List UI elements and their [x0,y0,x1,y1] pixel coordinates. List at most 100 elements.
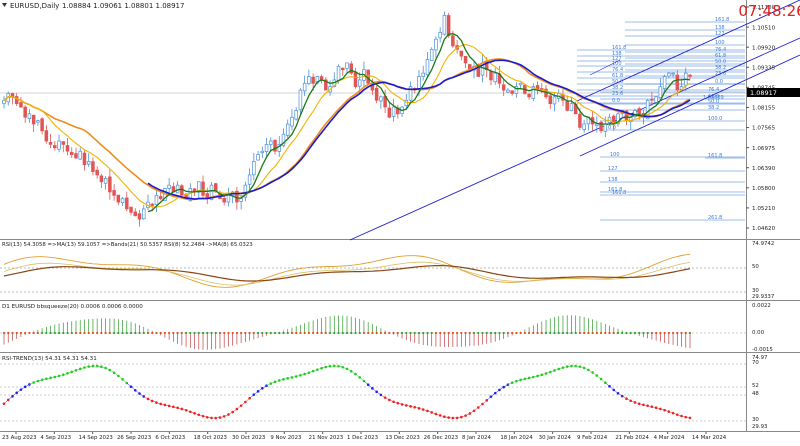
candle[interactable] [324,77,327,90]
candle[interactable] [600,120,603,133]
candle[interactable] [138,210,141,227]
candle[interactable] [202,176,205,199]
candle[interactable] [58,134,61,152]
candle[interactable] [113,184,116,201]
candle[interactable] [108,169,111,200]
candle[interactable] [422,66,425,81]
candle[interactable] [502,79,505,96]
candle[interactable] [79,147,82,160]
candle[interactable] [28,109,31,123]
candle[interactable] [430,47,433,61]
candle[interactable] [307,69,310,85]
candle[interactable] [549,94,552,109]
candle[interactable] [667,72,670,78]
candle[interactable] [24,105,27,123]
candle[interactable] [286,120,289,139]
candle[interactable] [519,83,522,88]
candle[interactable] [274,140,277,155]
candle[interactable] [227,188,230,207]
bbsqueeze-dot [613,332,615,334]
candle[interactable] [392,99,395,122]
candle[interactable] [460,51,463,60]
candle[interactable] [689,74,692,79]
collapse-triangle-icon[interactable] [2,3,7,7]
candle-body [447,15,450,35]
candle[interactable] [396,105,399,119]
candle[interactable] [32,115,35,132]
candle[interactable] [583,120,586,133]
candle[interactable] [125,192,128,211]
candle[interactable] [66,138,69,155]
candle[interactable] [350,61,353,75]
candle[interactable] [494,68,497,85]
candle[interactable] [92,157,95,175]
candle[interactable] [83,150,86,171]
candle[interactable] [104,176,107,190]
candle[interactable] [536,81,539,94]
candle[interactable] [252,153,255,180]
candle[interactable] [100,174,103,188]
candle[interactable] [96,166,99,178]
candle[interactable] [629,117,632,130]
candle[interactable] [291,109,294,130]
candle[interactable] [41,117,44,134]
candle[interactable] [413,87,416,93]
candle[interactable] [435,36,438,58]
candle[interactable] [507,88,510,93]
candle[interactable] [320,74,323,83]
candle[interactable] [464,56,467,68]
candle[interactable] [587,117,590,130]
candle[interactable] [426,52,429,78]
candle[interactable] [295,107,298,121]
candle[interactable] [75,148,78,159]
candle[interactable] [11,93,14,105]
candle[interactable] [206,187,209,204]
candle[interactable] [130,207,133,215]
bbsqueeze-dot [66,332,68,334]
candle[interactable] [87,153,90,167]
candle[interactable] [672,72,675,77]
candle[interactable] [3,96,6,108]
candle[interactable] [121,197,124,206]
bbsqueeze-dot [134,332,136,334]
candle[interactable] [134,208,137,216]
candle[interactable] [511,90,514,95]
candle[interactable] [409,82,412,104]
candle[interactable] [147,195,150,210]
candle[interactable] [532,83,535,101]
candle[interactable] [566,95,569,111]
rsi-trend-dot [70,371,73,374]
candle[interactable] [62,141,65,152]
candle[interactable] [659,78,662,98]
candle[interactable] [346,63,349,73]
candle[interactable] [439,27,442,42]
candle[interactable] [49,134,52,148]
candle[interactable] [45,125,48,143]
candle[interactable] [401,106,404,117]
candle[interactable] [570,97,573,111]
candle[interactable] [117,195,120,205]
fib-level-label: 100 [610,152,620,158]
candle[interactable] [375,86,378,103]
candle[interactable] [515,82,518,98]
candle[interactable] [257,151,260,161]
candle[interactable] [388,103,391,118]
trendline-long[interactable] [350,38,800,240]
candle[interactable] [528,93,531,99]
candle[interactable] [341,67,344,76]
bbsqueeze-dot [426,332,428,334]
candle[interactable] [176,181,179,193]
candle[interactable] [36,120,39,126]
candle[interactable] [20,97,23,108]
candle[interactable] [244,182,247,202]
candle[interactable] [261,146,264,158]
bbsqueeze-dot [583,332,585,334]
candle[interactable] [53,141,56,151]
candle[interactable] [70,147,73,158]
candles[interactable] [3,11,692,226]
candle[interactable] [155,190,158,212]
candle[interactable] [443,11,446,35]
candle[interactable] [379,96,382,109]
candle[interactable] [142,205,145,220]
